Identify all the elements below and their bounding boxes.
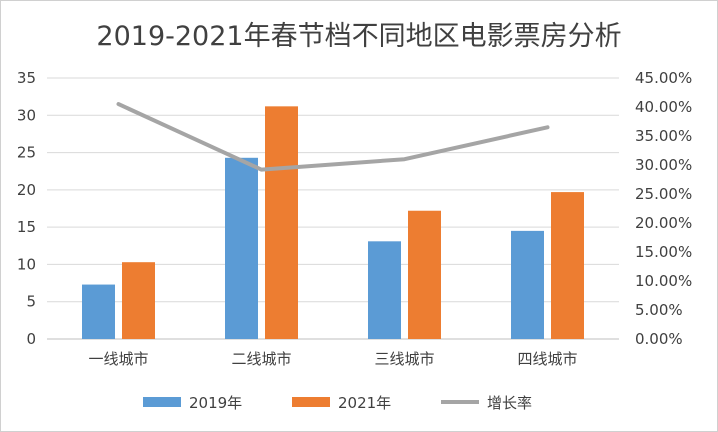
legend-swatch	[143, 397, 181, 407]
left-tick-label: 15	[17, 218, 36, 236]
category-label: 一线城市	[88, 350, 148, 368]
right-tick-label: 30.00%	[635, 156, 692, 174]
bar-2019	[82, 284, 115, 339]
category-label: 三线城市	[374, 350, 434, 368]
bar-2021	[265, 106, 298, 339]
right-axis-ticks: 0.00% 5.00% 10.00% 15.00% 20.00% 25.00% 30.00%…	[635, 69, 692, 348]
left-tick-label: 5	[26, 293, 36, 311]
right-tick-label: 10.00%	[635, 272, 692, 290]
legend-swatch	[292, 397, 330, 407]
right-tick-label: 5.00%	[635, 301, 683, 319]
right-tick-label: 40.00%	[635, 98, 692, 116]
left-tick-label: 10	[17, 255, 36, 273]
category-label: 二线城市	[231, 350, 291, 368]
bars	[82, 106, 584, 339]
category-label: 四线城市	[517, 350, 577, 368]
legend: 2019年 2021年 增长率	[143, 394, 532, 412]
right-tick-label: 0.00%	[635, 330, 683, 348]
left-tick-label: 0	[26, 330, 36, 348]
bar-2019	[511, 230, 544, 339]
legend-label: 2021年	[338, 394, 391, 412]
left-tick-label: 30	[17, 106, 36, 124]
right-tick-label: 25.00%	[635, 185, 692, 203]
growth-rate-line	[116, 102, 550, 172]
chart-title: 2019-2021年春节档不同地区电影票房分析	[96, 21, 621, 52]
bar-2021	[408, 210, 441, 339]
right-tick-label: 20.00%	[635, 214, 692, 232]
bar-2019	[368, 241, 401, 339]
category-labels: 一线城市 二线城市 三线城市 四线城市	[88, 350, 577, 368]
right-tick-label: 35.00%	[635, 127, 692, 145]
right-tick-label: 45.00%	[635, 69, 692, 87]
left-tick-label: 20	[17, 181, 36, 199]
legend-label: 2019年	[189, 394, 242, 412]
left-tick-label: 35	[17, 69, 36, 87]
legend-label: 增长率	[487, 394, 532, 412]
bar-2021	[122, 262, 155, 339]
bar-2021	[551, 192, 584, 339]
left-axis-ticks: 0 5 10 15 20 25 30 35	[17, 69, 36, 348]
bar-2019	[225, 157, 258, 339]
right-tick-label: 15.00%	[635, 243, 692, 261]
growth-line	[116, 102, 550, 172]
left-tick-label: 25	[17, 144, 36, 162]
